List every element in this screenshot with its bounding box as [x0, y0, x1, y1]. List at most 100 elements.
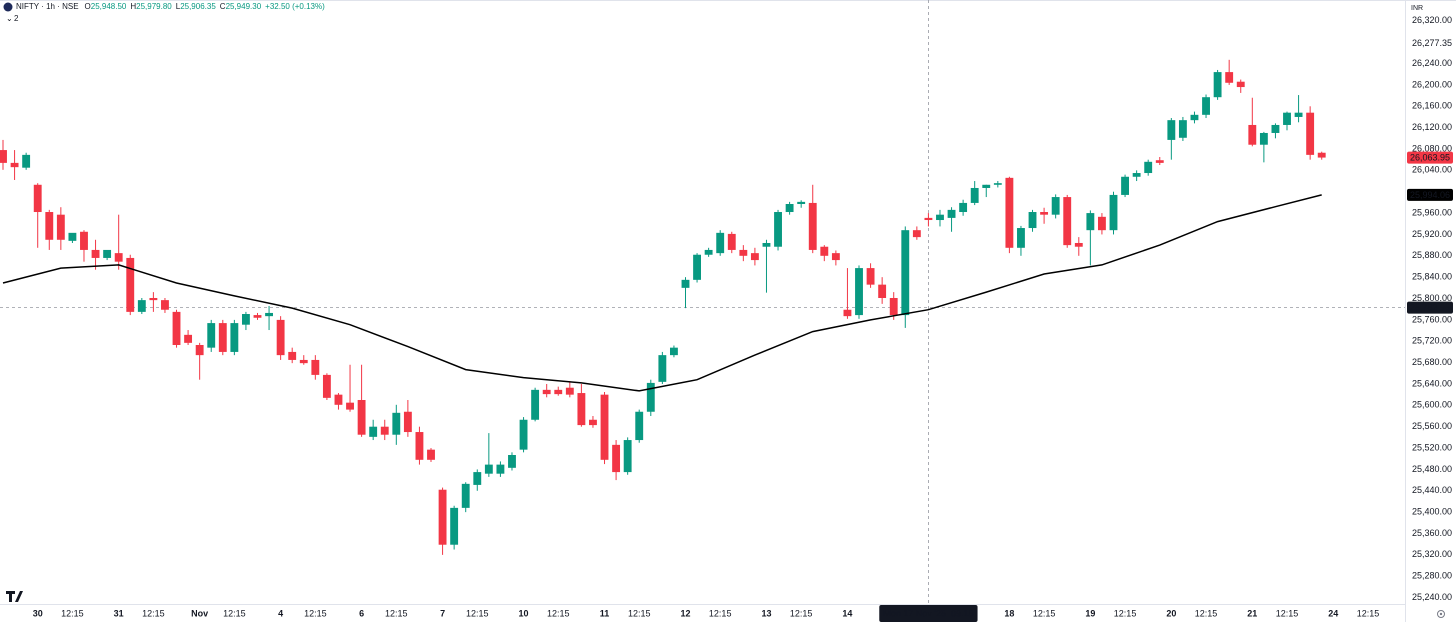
candle-body — [126, 257, 135, 312]
candle-body — [901, 230, 910, 316]
candle-body — [1213, 72, 1222, 98]
ohlc-value: 25,948.50 — [91, 2, 127, 11]
axis-marker-label: 26,277.35 — [1412, 38, 1452, 48]
candle-body — [149, 297, 158, 301]
candle-body — [727, 233, 736, 250]
candle-body — [542, 389, 551, 395]
candle-body — [1074, 242, 1083, 247]
candle-body — [322, 374, 331, 398]
x-tick-label: 12:15 — [1114, 608, 1137, 618]
candle-body — [1178, 120, 1187, 138]
candle-body — [623, 440, 632, 473]
candle-body — [1248, 124, 1257, 145]
candle-body — [531, 389, 540, 420]
candle-body — [1063, 197, 1072, 246]
y-tick-label: 25,480.00 — [1412, 464, 1452, 474]
y-tick-label: 26,040.00 — [1412, 165, 1452, 175]
candle-body — [577, 393, 586, 426]
x-tick-label: 18 — [1004, 608, 1014, 618]
candle-body — [496, 464, 505, 474]
candle-body — [982, 184, 991, 188]
candle-body — [912, 230, 921, 238]
settings-gear[interactable] — [1437, 610, 1445, 618]
ohlc-value: 25,906.35 — [180, 2, 216, 11]
x-tick-label: 12:15 — [1033, 608, 1056, 618]
y-tick-label: 25,920.00 — [1412, 229, 1452, 239]
y-tick-label: 25,840.00 — [1412, 272, 1452, 282]
candle-body — [1259, 132, 1268, 145]
candle-body — [230, 323, 239, 352]
price-tag-box — [1407, 188, 1453, 201]
x-tick-label: 24 — [1328, 608, 1338, 618]
x-tick-label: 7 — [440, 608, 445, 618]
candle-body — [1283, 112, 1291, 125]
settings-gear-center[interactable] — [1439, 612, 1443, 616]
ohlc-value: 25,949.30 — [226, 2, 262, 11]
ohlc-key: H — [130, 2, 136, 11]
candle-body — [103, 249, 112, 258]
candle-body — [311, 359, 320, 375]
x-tick-label: 13 — [761, 608, 771, 618]
candle-body — [484, 464, 493, 474]
candle-body — [473, 472, 482, 485]
tradingview-logo — [6, 591, 23, 602]
y-tick-label: 25,520.00 — [1412, 442, 1452, 452]
candle-body — [993, 183, 1002, 185]
candle-body — [1271, 124, 1280, 133]
candle-body — [415, 432, 424, 460]
candle-body — [1132, 173, 1141, 177]
y-tick-label: 25,800.00 — [1412, 293, 1452, 303]
x-tick-label: 12:15 — [1195, 608, 1218, 618]
candle-body — [704, 249, 713, 255]
candle-body — [658, 355, 667, 382]
x-tick-label: 6 — [359, 608, 364, 618]
y-tick-label: 25,240.00 — [1412, 592, 1452, 602]
y-tick-label: 25,760.00 — [1412, 314, 1452, 324]
candle-body — [1294, 112, 1303, 117]
candle-body — [1236, 81, 1245, 88]
settings-icon[interactable] — [1437, 610, 1445, 618]
candle-body — [161, 300, 169, 310]
ohlc-key: L — [176, 2, 181, 11]
candle-body — [1317, 152, 1326, 158]
indicator-toggle[interactable]: ⌄ — [6, 14, 13, 23]
candle-body — [241, 314, 250, 325]
candle-body — [1202, 97, 1210, 115]
candle-body — [589, 419, 597, 426]
candle-body — [1121, 176, 1129, 195]
candle-body — [427, 449, 435, 460]
y-tick-label: 26,320.00 — [1412, 15, 1452, 25]
candle-body — [739, 249, 748, 256]
x-tick-label: 12:15 — [385, 608, 408, 618]
x-tick-label: 30 — [33, 608, 43, 618]
price-tag-label: 25,994.06 — [1410, 190, 1450, 200]
candle-body — [22, 154, 31, 168]
candle-body — [369, 426, 378, 437]
x-tick-label: 12:15 — [628, 608, 651, 618]
candle-body — [357, 399, 366, 435]
candle-body — [0, 150, 7, 163]
candle-body — [785, 204, 794, 213]
candle-body — [831, 253, 840, 261]
candle-body — [866, 268, 875, 285]
x-tick-label: 12:15 — [223, 608, 246, 618]
crosshair-time-box — [879, 605, 978, 622]
y-tick-label: 25,280.00 — [1412, 571, 1452, 581]
y-tick-label: 26,160.00 — [1412, 101, 1452, 111]
x-tick-label: 12:15 — [790, 608, 813, 618]
x-tick-label: Nov — [191, 608, 208, 618]
candle-body — [774, 212, 782, 247]
candle-body — [1306, 112, 1315, 155]
candle-body — [1167, 120, 1176, 140]
y-tick-label: 25,640.00 — [1412, 378, 1452, 388]
candle-body — [1086, 213, 1095, 231]
y-tick-label: 25,880.00 — [1412, 250, 1452, 260]
candle-body — [843, 309, 852, 317]
x-tick-label: 12 — [680, 608, 690, 618]
candle-body — [265, 312, 273, 317]
candle-body — [635, 411, 644, 441]
x-tick-label: 12:15 — [142, 608, 165, 618]
indicator-count[interactable]: 2 — [14, 14, 19, 23]
currency: INR — [1411, 5, 1423, 12]
candle-body — [1051, 197, 1060, 215]
